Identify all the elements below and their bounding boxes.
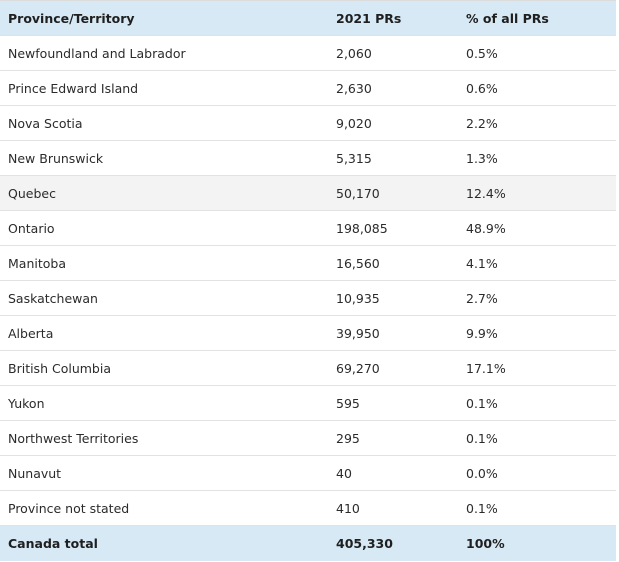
total-prs: 405,330 [336, 536, 393, 551]
row-prs: 40 [336, 465, 352, 481]
row-province: Alberta [8, 325, 54, 341]
table-row: Manitoba 16,560 4.1% [0, 246, 616, 281]
row-prs: 9,020 [336, 115, 372, 131]
row-percent: 0.5% [466, 45, 498, 61]
total-label: Canada total [8, 536, 98, 551]
table-row: Yukon 595 0.1% [0, 386, 616, 421]
row-percent: 0.1% [466, 430, 498, 446]
row-province: Saskatchewan [8, 290, 98, 306]
row-prs: 410 [336, 500, 360, 516]
row-prs: 50,170 [336, 185, 380, 201]
row-province: Nunavut [8, 465, 62, 481]
row-percent: 4.1% [466, 255, 498, 271]
table-row: Newfoundland and Labrador 2,060 0.5% [0, 36, 616, 71]
table-row: Ontario 198,085 48.9% [0, 211, 616, 246]
row-province: Nova Scotia [8, 115, 83, 131]
table-row: British Columbia 69,270 17.1% [0, 351, 616, 386]
row-prs: 595 [336, 395, 360, 411]
table-row: New Brunswick 5,315 1.3% [0, 141, 616, 176]
row-percent: 0.0% [466, 465, 498, 481]
table-row: Nunavut 40 0.0% [0, 456, 616, 491]
table-total-row: Canada total 405,330 100% [0, 526, 616, 561]
row-province: British Columbia [8, 360, 111, 376]
row-province: Ontario [8, 220, 55, 236]
table-row: Saskatchewan 10,935 2.7% [0, 281, 616, 316]
row-percent: 0.1% [466, 395, 498, 411]
row-prs: 16,560 [336, 255, 380, 271]
row-prs: 39,950 [336, 325, 380, 341]
total-percent: 100% [466, 536, 505, 551]
row-province: Northwest Territories [8, 430, 139, 446]
table-row: Quebec 50,170 12.4% [0, 176, 616, 211]
row-prs: 2,060 [336, 45, 372, 61]
row-province: New Brunswick [8, 150, 104, 166]
row-percent: 9.9% [466, 325, 498, 341]
table-row: Nova Scotia 9,020 2.2% [0, 106, 616, 141]
table-row: Province not stated 410 0.1% [0, 491, 616, 526]
row-province: Quebec [8, 185, 56, 201]
row-prs: 69,270 [336, 360, 380, 376]
row-province: Newfoundland and Labrador [8, 45, 186, 61]
table-row: Northwest Territories 295 0.1% [0, 421, 616, 456]
header-percent: % of all PRs [466, 10, 549, 26]
header-2021-prs: 2021 PRs [336, 10, 402, 26]
row-province: Yukon [8, 395, 45, 411]
row-percent: 12.4% [466, 185, 506, 201]
row-province: Manitoba [8, 255, 66, 271]
row-percent: 17.1% [466, 360, 506, 376]
row-percent: 1.3% [466, 150, 498, 166]
row-prs: 198,085 [336, 220, 388, 236]
row-percent: 2.7% [466, 290, 498, 306]
row-province: Province not stated [8, 500, 130, 516]
row-prs: 10,935 [336, 290, 380, 306]
table-row: Alberta 39,950 9.9% [0, 316, 616, 351]
row-prs: 2,630 [336, 80, 372, 96]
row-prs: 295 [336, 430, 360, 446]
table-header-row: Province/Territory 2021 PRs % of all PRs [0, 1, 616, 36]
header-province: Province/Territory [8, 10, 135, 26]
row-percent: 2.2% [466, 115, 498, 131]
row-province: Prince Edward Island [8, 80, 139, 96]
table-row: Prince Edward Island 2,630 0.6% [0, 71, 616, 106]
row-percent: 48.9% [466, 220, 506, 236]
row-percent: 0.6% [466, 80, 498, 96]
row-prs: 5,315 [336, 150, 372, 166]
row-percent: 0.1% [466, 500, 498, 516]
